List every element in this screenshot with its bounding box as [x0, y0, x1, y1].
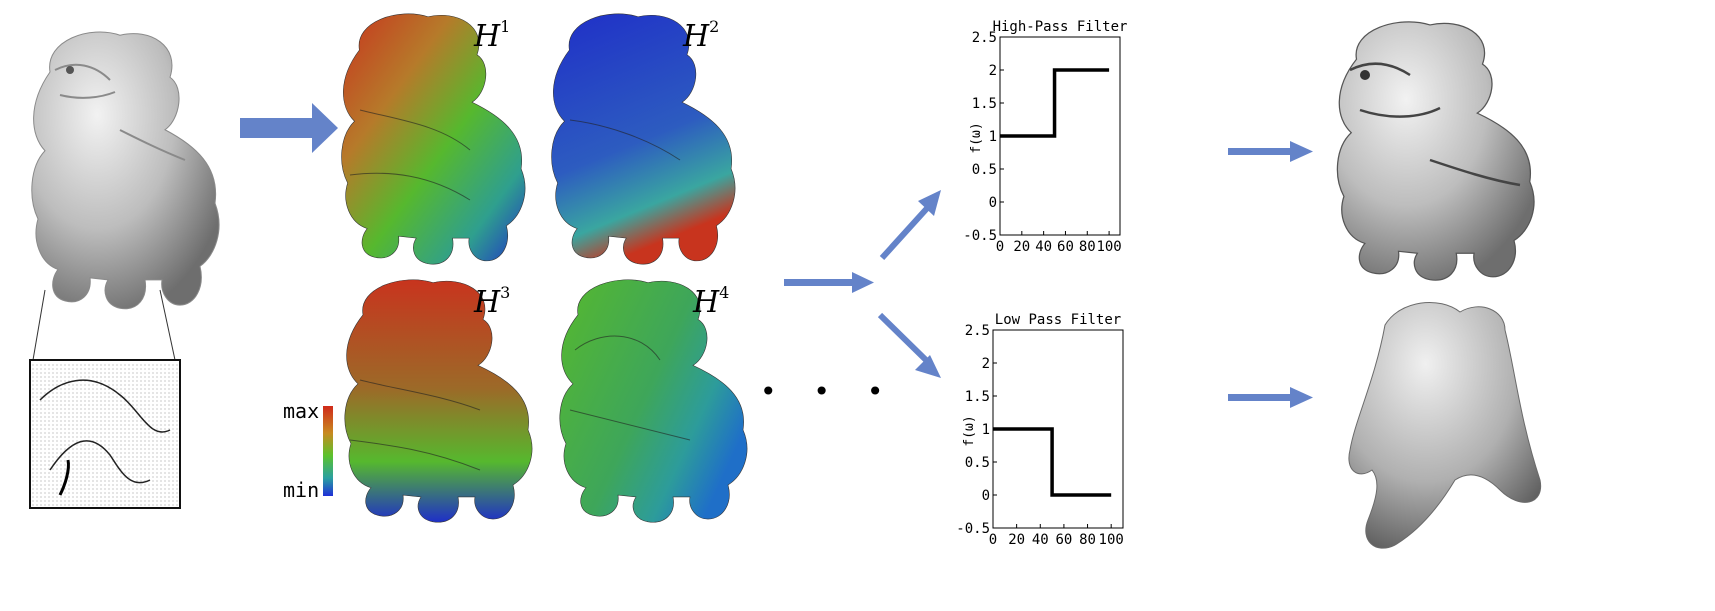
y-tick-label: 0.5: [965, 455, 990, 471]
low-pass-result-blob: [1348, 301, 1542, 549]
colorbar: max min: [283, 399, 333, 502]
x-tick-label: 100: [1099, 532, 1124, 548]
x-tick-label: 100: [1096, 239, 1121, 255]
ellipsis: • • •: [760, 375, 897, 408]
chart-title: Low Pass Filter: [995, 312, 1121, 328]
arrow-right-icon: [240, 103, 338, 153]
y-tick-label: 1: [982, 422, 990, 438]
y-tick-label: 0: [982, 488, 990, 504]
arrow-right-icon: [1228, 387, 1313, 408]
arrow-right-icon: [784, 272, 874, 293]
harmonic-lion-h4: [559, 279, 748, 523]
x-tick-label: 20: [1008, 532, 1025, 548]
y-tick-label: 1.5: [965, 389, 990, 405]
x-tick-label: 80: [1079, 532, 1096, 548]
arrow-diagonal-up-icon: [879, 190, 941, 261]
y-tick-label: 0.5: [972, 162, 997, 178]
y-tick-label: -0.5: [963, 228, 997, 244]
x-tick-label: 20: [1013, 239, 1030, 255]
y-axis-label: f(ω): [962, 415, 977, 446]
y-tick-label: 1.5: [972, 96, 997, 112]
arrow-diagonal-down-icon: [877, 312, 941, 378]
colorbar-min-label: min: [283, 478, 319, 502]
x-tick-label: 80: [1079, 239, 1096, 255]
high-pass-result-lion: [1336, 21, 1535, 281]
harmonic-lion-h3: [344, 279, 533, 523]
h1-label: H1: [473, 17, 510, 54]
h4-label: H4: [692, 283, 729, 320]
chart-title: High-Pass Filter: [993, 19, 1128, 35]
original-mesh-lion: [31, 31, 220, 310]
y-tick-label: -0.5: [956, 521, 990, 537]
x-tick-label: 0: [996, 239, 1004, 255]
harmonic-lion-h1: [341, 13, 526, 265]
filter-response-line: [1000, 68, 1110, 138]
x-tick-label: 60: [1057, 239, 1074, 255]
filter-response-line: [993, 427, 1112, 497]
y-tick-label: 2.5: [972, 30, 997, 46]
h2-label: H2: [682, 17, 719, 54]
y-tick-label: 2: [982, 356, 990, 372]
harmonic-labels: H1 H2 H3 H4: [473, 17, 729, 320]
y-axis-label: f(ω): [969, 122, 984, 153]
x-tick-label: 40: [1035, 239, 1052, 255]
x-tick-label: 0: [989, 532, 997, 548]
x-tick-label: 60: [1055, 532, 1072, 548]
y-tick-label: 2.5: [965, 323, 990, 339]
x-tick-label: 40: [1032, 532, 1049, 548]
arrow-right-icon: [1228, 141, 1313, 162]
y-tick-label: 0: [989, 195, 997, 211]
y-tick-label: 1: [989, 129, 997, 145]
zoom-inset: [29, 289, 181, 509]
colorbar-max-label: max: [283, 399, 319, 423]
harmonic-lion-h2: [551, 13, 736, 265]
y-tick-label: 2: [989, 63, 997, 79]
h3-label: H3: [473, 283, 510, 320]
